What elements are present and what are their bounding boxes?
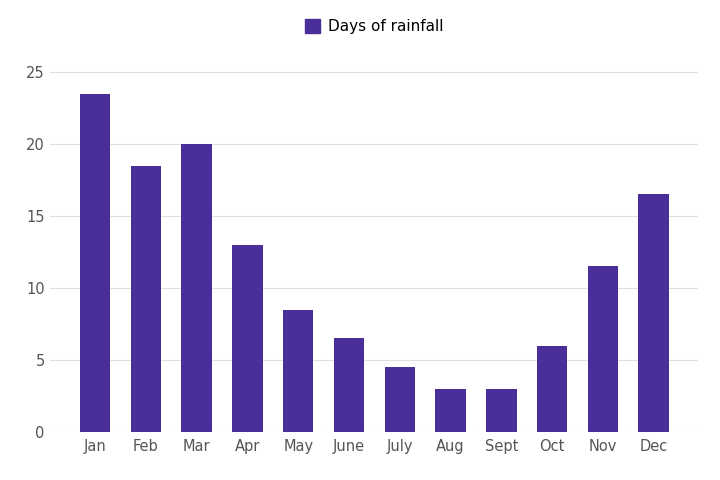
Bar (486, 389, 516, 432)
Bar (130, 166, 161, 432)
Bar (588, 266, 618, 432)
Bar (639, 194, 669, 432)
Bar (436, 389, 466, 432)
Bar (181, 144, 212, 432)
Bar (537, 346, 567, 432)
Bar (80, 94, 110, 432)
Bar (283, 310, 313, 432)
Bar (334, 338, 364, 432)
Legend: Days of rainfall: Days of rainfall (299, 13, 450, 40)
Bar (384, 367, 415, 432)
Bar (233, 245, 263, 432)
